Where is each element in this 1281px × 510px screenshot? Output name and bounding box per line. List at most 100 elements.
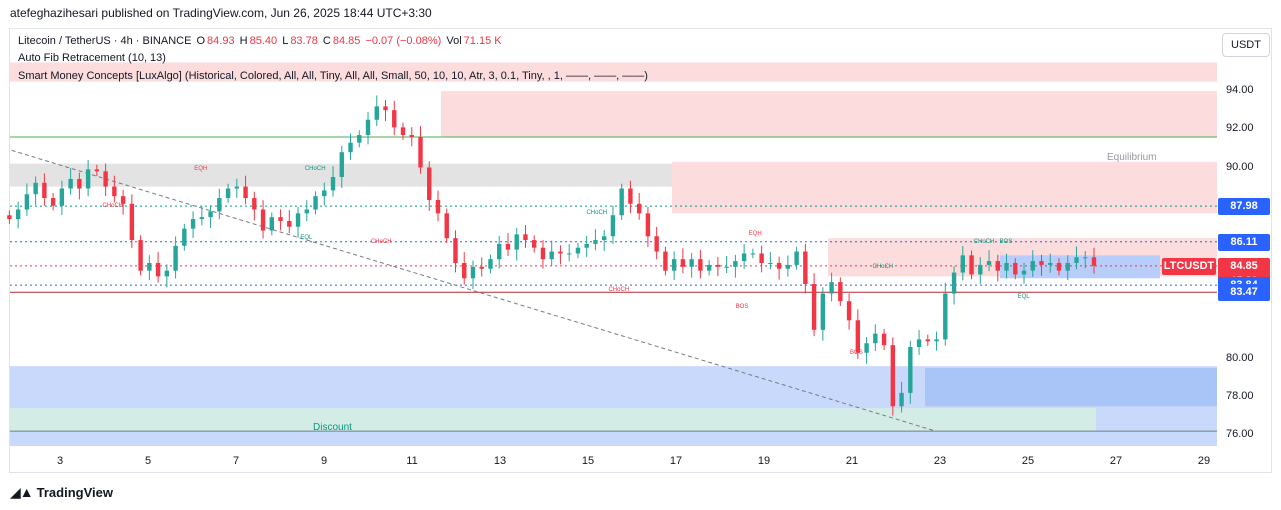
candle-body (986, 261, 992, 265)
candle-body (978, 264, 983, 275)
candle-body (173, 245, 178, 271)
open-label: O (196, 35, 206, 47)
smc-label: CHoCH (872, 263, 894, 270)
price-tick: 90.00 (1226, 160, 1254, 173)
candle-body (820, 293, 826, 330)
candle-body (313, 196, 318, 210)
candle-body (77, 178, 82, 189)
price-label[interactable]: 83.47 (1218, 284, 1270, 302)
candle-body (733, 261, 738, 267)
candle-body (1030, 261, 1035, 271)
indicator-fib[interactable]: Auto Fib Retracement (10, 13) (18, 52, 166, 64)
candle-body (462, 263, 467, 279)
close-value: 84.85 (332, 35, 361, 47)
date-tick: 15 (581, 455, 595, 467)
candle-body (409, 135, 414, 137)
candle-body (951, 272, 957, 294)
candle-body (295, 213, 301, 227)
equilibrium-label: Equilibrium (1107, 152, 1157, 163)
candle-body (479, 266, 484, 269)
candle-body (549, 251, 554, 260)
candle-body (776, 263, 782, 269)
tradingview-logo[interactable]: ◢▲ TradingView (10, 484, 113, 501)
candle-body (960, 255, 965, 273)
candle-body (50, 198, 56, 206)
candle-body (1065, 263, 1070, 271)
candle-body (330, 177, 336, 191)
symbol-name[interactable]: Litecoin / TetherUS · 4h · BINANCE (18, 35, 192, 47)
smc-label: EQL (300, 235, 313, 242)
date-tick: 23 (933, 455, 947, 467)
high-value: 85.40 (249, 35, 278, 47)
candle-body (1048, 263, 1053, 265)
candle-body (1004, 263, 1009, 271)
candle-body (7, 215, 12, 220)
candle-body (645, 213, 651, 237)
price-label[interactable]: 87.98 (1218, 198, 1270, 216)
smc-label: CHoCH (608, 286, 630, 293)
candle-body (750, 253, 756, 255)
candle-body (120, 196, 126, 204)
change-value: −0.07 (−0.08%) (365, 35, 442, 47)
candle-body (934, 339, 939, 342)
candle-body (453, 238, 458, 263)
chart-frame (9, 28, 1272, 473)
candle-body (208, 211, 213, 218)
candle-body (147, 263, 152, 271)
date-tick: 11 (406, 455, 418, 467)
high-label: H (239, 35, 248, 47)
indicator-smc[interactable]: Smart Money Concepts [LuxAlgo] (Historic… (18, 70, 648, 82)
candle-body (969, 255, 974, 275)
candle-body (741, 253, 747, 262)
candle-body (488, 259, 493, 269)
candle-body (855, 320, 861, 353)
candle-body (470, 266, 476, 279)
date-tick: 19 (757, 455, 771, 467)
candle-body (523, 234, 528, 241)
date-tick: 5 (144, 455, 152, 467)
supply-zone-upper (441, 91, 1217, 137)
candle-body (601, 236, 607, 241)
symbol-price-tag[interactable]: LTCUSDT (1162, 257, 1216, 275)
candle-body (873, 333, 878, 344)
price-label[interactable]: 84.85 (1218, 257, 1270, 275)
candle-body (671, 259, 677, 271)
candle-body (374, 106, 379, 120)
candle-body (925, 339, 931, 342)
candle-body (1074, 257, 1079, 263)
candle-body (287, 220, 292, 227)
candle-body (610, 215, 616, 237)
candle-body (138, 240, 143, 271)
candle-body (899, 392, 904, 407)
tradingview-icon: ◢▲ (10, 484, 34, 500)
candle-body (584, 243, 589, 248)
date-tick: 21 (845, 455, 859, 467)
candle-body (435, 199, 441, 214)
candle-body (864, 343, 869, 353)
close-label: C (322, 35, 331, 47)
candle-body (418, 136, 423, 168)
low-value: 83.78 (290, 35, 318, 47)
candle-body (155, 263, 161, 277)
candle-body (199, 217, 205, 220)
candle-body (392, 110, 397, 128)
symbol-legend[interactable]: Litecoin / TetherUS · 4h · BINANCE O 84.9… (18, 35, 504, 47)
low-label: L (282, 35, 289, 47)
price-label[interactable]: 86.11 (1218, 233, 1270, 251)
discount-label: Discount (313, 422, 352, 433)
candle-body (1013, 263, 1018, 275)
date-tick: 13 (493, 455, 507, 467)
smc-label: EQH (748, 231, 762, 238)
candle-body (803, 251, 808, 285)
candle-body (269, 217, 275, 231)
candle-body (15, 209, 21, 220)
currency-button[interactable]: USDT (1222, 33, 1270, 57)
candle-body (304, 209, 309, 214)
candle-body (654, 236, 659, 252)
candle-body (182, 228, 187, 246)
candle-body (558, 251, 563, 254)
smc-label: BOS (735, 303, 749, 310)
candle-body (42, 182, 47, 199)
date-tick: 27 (1109, 455, 1123, 467)
